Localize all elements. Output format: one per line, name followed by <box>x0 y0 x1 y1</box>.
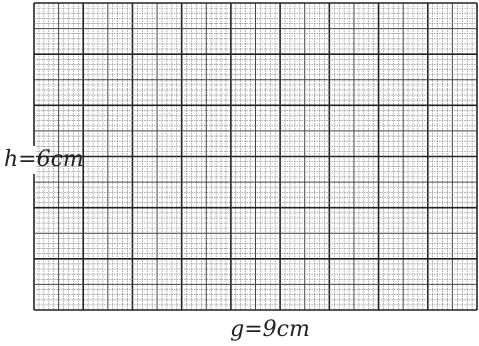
height-label: h=6cm <box>4 147 84 172</box>
graph-paper <box>33 2 478 311</box>
label-background <box>2 146 36 174</box>
base-label: g=9cm <box>230 317 310 342</box>
